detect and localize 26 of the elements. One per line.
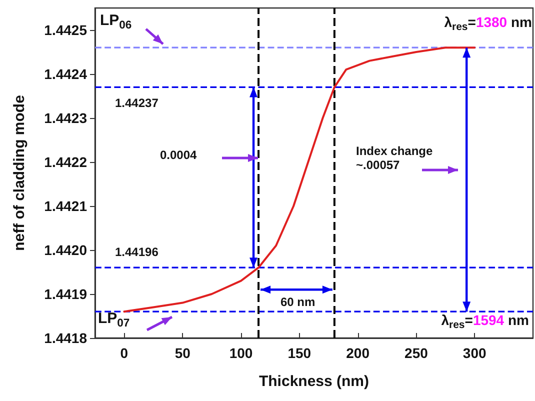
annotation: 60 nm: [280, 294, 316, 309]
x-tick-label: 0: [120, 345, 128, 361]
x-axis-title: Thickness (nm): [258, 373, 370, 390]
y-axis-title: neff of cladding mode: [11, 95, 28, 251]
annotation: Index change ~.00057: [356, 144, 433, 173]
y-tick-label: 1.4423: [44, 110, 88, 126]
annotation: 1.44237: [115, 96, 158, 110]
x-tick-label: 50: [174, 345, 191, 361]
annotation: LP$_{07}$: [98, 310, 130, 330]
annotation: λ$_{res}$=1380 nm: [444, 14, 532, 34]
x-tick-label: 200: [346, 345, 370, 361]
x-tick-label: 100: [229, 345, 253, 361]
x-tick-label: 300: [462, 345, 486, 361]
annotation: 1.44196: [115, 245, 158, 260]
y-tick-label: 1.4424: [44, 66, 88, 82]
x-tick-label: 250: [404, 345, 428, 361]
x-tick-label: 150: [288, 345, 312, 361]
annotation: LP$_{06}$: [100, 12, 132, 32]
y-tick-label: 1.4420: [44, 242, 88, 258]
y-tick-label: 1.4421: [44, 198, 88, 214]
annotation: λ$_{res}$=1594 nm: [441, 312, 529, 332]
annotation: 0.0004: [160, 148, 197, 162]
y-tick-label: 1.4422: [44, 154, 88, 170]
y-tick-label: 1.4418: [44, 330, 88, 346]
y-tick-label: 1.4425: [44, 22, 88, 38]
y-tick-label: 1.4419: [44, 286, 88, 302]
